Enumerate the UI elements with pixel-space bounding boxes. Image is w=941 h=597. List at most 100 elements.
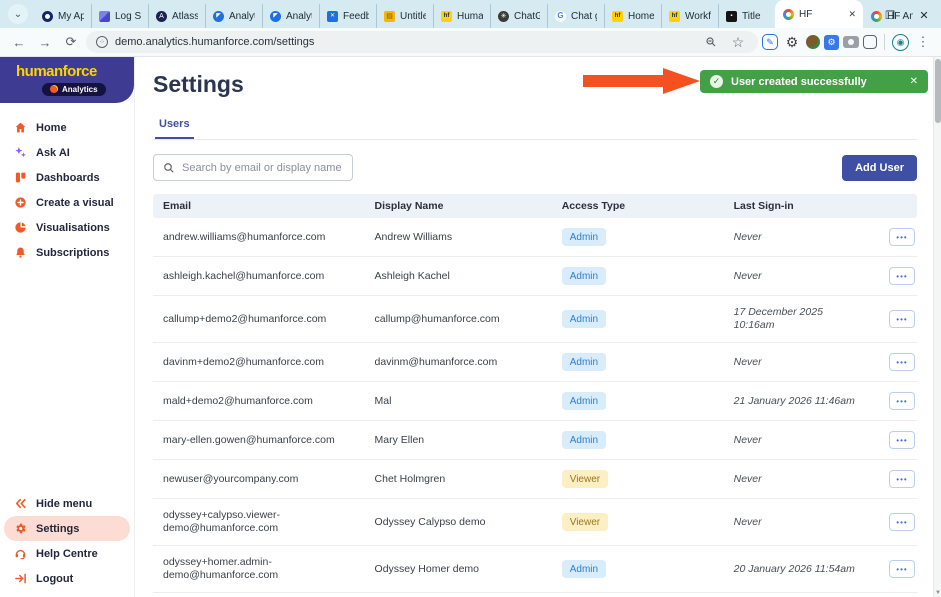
browser-tab[interactable]: ◤ Analyt [205, 4, 262, 28]
sidebar-item-dashboards[interactable]: Dashboards [0, 165, 134, 190]
url-bar[interactable]: ⁘ demo.analytics.humanforce.com/settings… [86, 31, 758, 53]
access-type-badge: Admin [561, 392, 607, 410]
swirl-favicon-icon [783, 8, 794, 20]
browser-tab[interactable]: ✳ ChatG [490, 4, 547, 28]
sidebar-item-subscriptions[interactable]: Subscriptions [0, 240, 134, 265]
browser-tab[interactable]: HF An [863, 4, 920, 28]
column-header: Last Sign-in [733, 200, 794, 212]
tab-close-icon[interactable]: ✕ [848, 8, 856, 19]
maximize-window-icon[interactable]: ❐ [885, 9, 895, 22]
cell-actions: ••• [871, 382, 917, 420]
close-window-icon[interactable]: ✕ [919, 9, 929, 22]
tab-search-button[interactable]: ⌄ [8, 4, 28, 24]
column-header: Email [163, 200, 192, 212]
sidebar-item-ask-ai[interactable]: Ask AI [0, 140, 134, 165]
browser-tab[interactable]: ◤ Analyt [262, 4, 319, 28]
sparkles-icon [14, 146, 27, 159]
sidebar-item-create-a-visual[interactable]: Create a visual [0, 190, 134, 215]
ms-login-favicon-icon [99, 10, 110, 22]
sidebar-item-settings[interactable]: Settings [4, 516, 130, 541]
cell-last-sign-in: Never [733, 433, 762, 446]
browser-tab[interactable]: G Chat g [547, 4, 604, 28]
analytics-blue-favicon-icon: ◤ [213, 10, 224, 22]
row-actions-button[interactable]: ••• [889, 353, 915, 371]
access-type-badge: Admin [561, 267, 607, 285]
back-icon[interactable]: ← [12, 34, 26, 50]
tab-label: ChatG [514, 10, 540, 22]
toast-close-icon[interactable]: ✕ [909, 76, 918, 87]
row-actions-button[interactable]: ••• [889, 228, 915, 246]
tab-label: Analyt [229, 10, 255, 22]
browser-tab[interactable]: My Ap [34, 4, 91, 28]
cell-actions: ••• [871, 343, 917, 381]
row-actions-button[interactable]: ••• [889, 470, 915, 488]
hf-favicon-icon: hf [612, 10, 623, 22]
row-actions-button[interactable]: ••• [889, 560, 915, 578]
sidebar-item-hide-menu[interactable]: Hide menu [0, 491, 134, 516]
tab-strip: ⌄ My Ap Log Se A Atlass ◤ Analyt ◤ Analyt ✕ Feedb… [0, 0, 941, 28]
row-actions-button[interactable]: ••• [889, 310, 915, 328]
gear-extension-icon[interactable]: ⚙ [785, 33, 799, 50]
hf-favicon-icon: hf [669, 10, 680, 22]
tab-label: HF [799, 8, 813, 20]
scrollbar-down-icon[interactable]: ▼ [935, 590, 941, 596]
edit-extension-icon[interactable]: ✎ [762, 34, 778, 50]
cell-display-name: Ashleigh Kachel [374, 269, 450, 282]
sidebar-item-home[interactable]: Home [0, 115, 134, 140]
puzzle-extension-icon[interactable] [863, 35, 877, 49]
row-actions-button[interactable]: ••• [889, 392, 915, 410]
avatar-extension-icon[interactable] [806, 35, 820, 49]
camera-extension-icon[interactable] [843, 36, 859, 48]
browser-tab[interactable]: hf Workf [661, 4, 718, 28]
double-chevron-left-icon [14, 497, 27, 510]
table-row: odyssey+calypso.viewer-demo@humanforce.c… [153, 499, 917, 546]
page-scrollbar: ▼ [933, 57, 941, 597]
cell-actions: ••• [871, 257, 917, 295]
profile-avatar-icon[interactable]: ◉ [892, 33, 909, 51]
forward-icon[interactable]: → [38, 34, 52, 50]
black-square-favicon-icon: ▪ [726, 10, 737, 22]
url-text: demo.analytics.humanforce.com/settings [115, 36, 315, 48]
column-header: Access Type [561, 200, 626, 212]
add-user-button[interactable]: Add User [842, 154, 917, 181]
browser-tab[interactable]: ▤ Untitle [376, 4, 433, 28]
browser-toolbar: ← → ⟳ ⁘ demo.analytics.humanforce.com/se… [0, 28, 941, 57]
cell-actions: ••• [871, 550, 917, 588]
cell-email: odyssey+homer.admin-demo@humanforce.com [163, 556, 279, 581]
browser-tab[interactable]: hf Humar [433, 4, 490, 28]
sidebar-item-visualisations[interactable]: Visualisations [0, 215, 134, 240]
tab-label: Workf [685, 10, 711, 22]
bookmark-star-icon[interactable]: ☆ [731, 33, 745, 50]
cell-display-name: Mal [374, 394, 392, 407]
scrollbar-thumb[interactable] [935, 59, 941, 123]
tab-users[interactable]: Users [155, 118, 194, 139]
refresh-icon[interactable]: ⟳ [65, 34, 77, 49]
sidebar-item-logout[interactable]: Logout [0, 566, 134, 591]
cell-display-name: Andrew Williams [374, 230, 453, 243]
table-row: mald+demo2@humanforce.com Mal Admin 21 Janu… [153, 382, 917, 421]
browser-menu-icon[interactable]: ⋮ [916, 34, 930, 49]
tab-label: HF An [887, 10, 913, 22]
access-type-badge: Viewer [561, 513, 609, 531]
row-actions-button[interactable]: ••• [889, 267, 915, 285]
tab-label: Feedb [343, 10, 369, 22]
browser-tab[interactable]: Log Se [91, 4, 148, 28]
row-actions-button[interactable]: ••• [889, 513, 915, 531]
row-actions-button[interactable]: ••• [889, 431, 915, 449]
site-info-icon[interactable]: ⁘ [96, 36, 108, 48]
browser-tab[interactable]: A Atlass [148, 4, 205, 28]
browser-tab[interactable]: ✕ Feedb [319, 4, 376, 28]
search-box[interactable] [153, 154, 353, 181]
sidebar-item-help-centre[interactable]: Help Centre [0, 541, 134, 566]
table-row: mary-ellen.gowen@humanforce.com Mary Elle… [153, 421, 917, 460]
browser-tab[interactable]: HF ✕ [775, 0, 863, 28]
blue-gear-extension-icon[interactable]: ⚙ [824, 34, 839, 50]
plus-circle-icon [14, 196, 27, 209]
search-input[interactable] [182, 161, 343, 174]
zoom-icon[interactable] [701, 32, 721, 52]
sidebar: humanforce Analytics Home Ask AI Dashboard… [0, 57, 135, 597]
access-type-badge: Viewer [561, 470, 609, 488]
browser-tab[interactable]: hf Home [604, 4, 661, 28]
browser-tab[interactable]: ▪ Title [718, 4, 775, 28]
hf-favicon-icon: hf [441, 10, 452, 22]
